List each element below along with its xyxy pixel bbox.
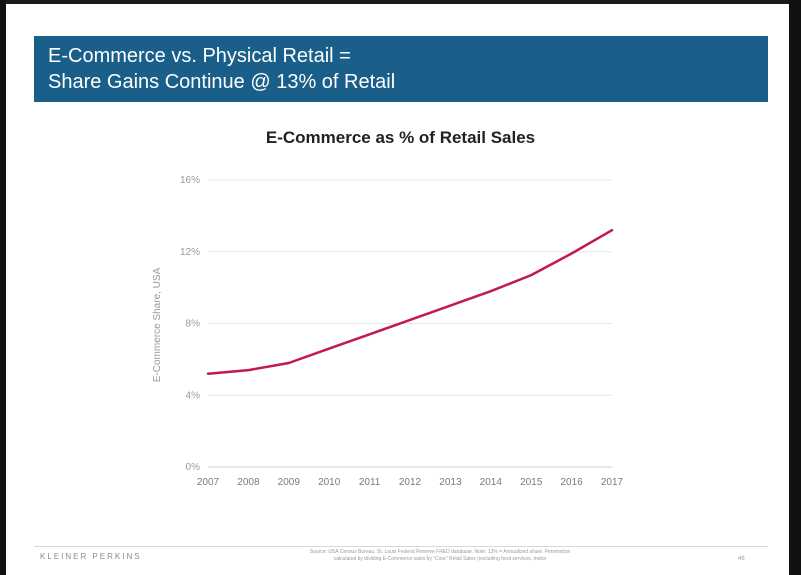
slide-title-line-2: Share Gains Continue @ 13% of Retail — [48, 71, 396, 93]
series-lines — [206, 228, 614, 375]
window-frame-left — [0, 0, 6, 575]
x-tick-label: 2015 — [520, 477, 543, 488]
page-number: 46 — [738, 556, 745, 562]
x-tick-label: 2009 — [278, 477, 301, 488]
x-tick-label: 2011 — [359, 477, 381, 488]
y-tick-label: 16% — [180, 175, 200, 186]
source-note: Source: USA Census Bureau, St. Louis Fed… — [309, 549, 571, 562]
x-tick-label: 2010 — [318, 477, 341, 488]
y-tick-label: 8% — [186, 319, 201, 330]
x-tick-label: 2007 — [197, 477, 220, 488]
title-banner: E-Commerce vs. Physical Retail = Share G… — [34, 36, 768, 102]
y-axis-ticks: 0% 4% 8% 12% 16% — [180, 175, 200, 473]
footer-divider — [34, 546, 768, 547]
x-tick-label: 2012 — [399, 477, 422, 488]
y-tick-label: 0% — [186, 462, 201, 473]
chart-title: E-Commerce as % of Retail Sales — [265, 128, 536, 147]
x-tick-label: 2008 — [237, 477, 260, 488]
window-frame-top — [0, 0, 801, 4]
y-tick-label: 12% — [180, 247, 200, 258]
window-frame-right — [789, 0, 801, 575]
x-tick-label: 2016 — [560, 477, 583, 488]
y-tick-label: 4% — [186, 390, 201, 401]
series-line-ecommerce-share — [206, 228, 614, 375]
x-tick-label: 2014 — [480, 477, 503, 488]
slide-title-line-1: E-Commerce vs. Physical Retail = — [48, 45, 351, 67]
x-tick-label: 2017 — [601, 477, 624, 488]
y-axis-label: E-Commerce Share, USA — [152, 267, 163, 382]
brand-logo-text: KLEINER PERKINS — [40, 552, 142, 561]
grid-lines — [208, 179, 612, 468]
x-tick-label: 2013 — [439, 477, 462, 488]
x-axis-ticks: 2007 2008 2009 2010 2011 2012 2013 2014 2015 2016… — [197, 477, 624, 488]
